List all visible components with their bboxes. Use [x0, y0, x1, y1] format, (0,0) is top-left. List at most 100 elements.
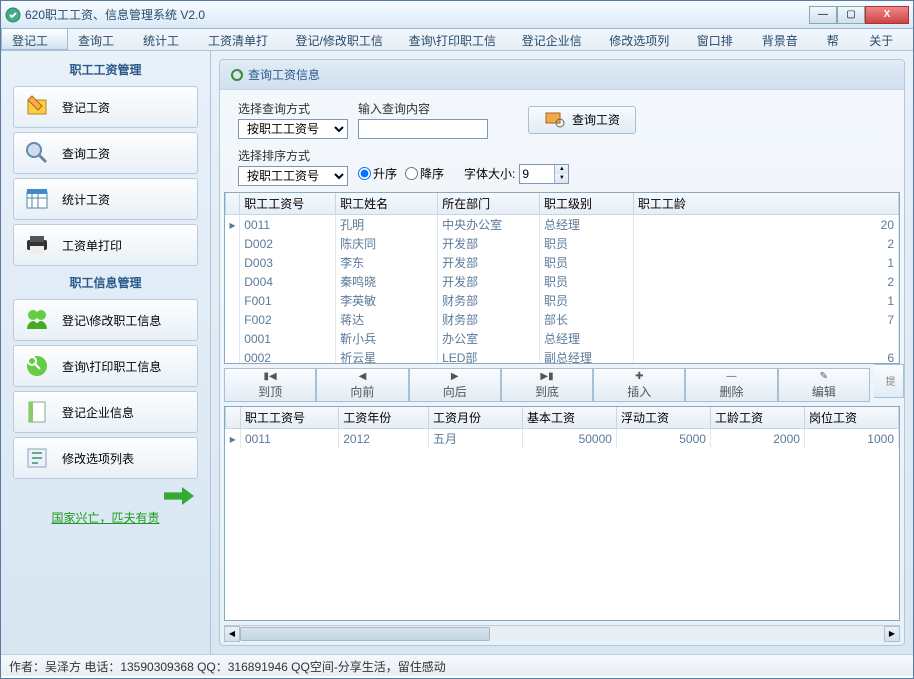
sidebar-btn-sb-group2-3[interactable]: 修改选项列表 [13, 437, 198, 479]
table-cell[interactable]: 0011 [240, 215, 336, 235]
table-cell[interactable]: 中央办公室 [438, 215, 540, 235]
table-cell[interactable]: 5000 [616, 429, 710, 449]
nav-btn-3[interactable]: ▶▮到底 [501, 368, 593, 402]
table-cell[interactable]: 孔明 [336, 215, 438, 235]
menu-11[interactable]: 关于我 [859, 29, 913, 50]
query-method-select[interactable]: 按职工工资号 [238, 119, 348, 139]
spin-down[interactable]: ▼ [554, 174, 568, 183]
table-cell[interactable]: LED部 [438, 348, 540, 364]
table-cell[interactable]: F002 [240, 310, 336, 329]
menu-0[interactable]: 登记工资 [1, 29, 68, 50]
sidebar-btn-sb-group1-0[interactable]: 登记工资 [13, 86, 198, 128]
table-cell[interactable]: 2 [633, 272, 898, 291]
table-cell[interactable]: 7 [633, 310, 898, 329]
table-cell[interactable]: 副总经理 [540, 348, 634, 364]
next-arrow-icon[interactable] [164, 487, 194, 505]
menu-6[interactable]: 登记企业信息 [512, 29, 600, 50]
menu-10[interactable]: 帮助 [817, 29, 860, 50]
sidebar-btn-sb-group2-1[interactable]: 查询\打印职工信息 [13, 345, 198, 387]
nav-btn-0[interactable]: ▮◀到顶 [224, 368, 316, 402]
table-cell[interactable]: 开发部 [438, 234, 540, 253]
table-cell[interactable]: 职员 [540, 291, 634, 310]
table-cell[interactable]: 1 [633, 253, 898, 272]
table-cell[interactable]: 祈云星 [336, 348, 438, 364]
maximize-button[interactable]: ▢ [837, 6, 865, 24]
table-cell[interactable]: 部长 [540, 310, 634, 329]
menu-7[interactable]: 修改选项列表 [599, 29, 687, 50]
horizontal-scrollbar[interactable]: ◀ ▶ [224, 625, 900, 641]
sidebar-btn-sb-group2-2[interactable]: 登记企业信息 [13, 391, 198, 433]
table-cell[interactable]: 2 [633, 234, 898, 253]
menu-3[interactable]: 工资清单打印 [198, 29, 286, 50]
sidebar-btn-sb-group1-1[interactable]: 查询工资 [13, 132, 198, 174]
col-header[interactable]: 浮动工资 [616, 407, 710, 429]
table-cell[interactable]: 财务部 [438, 310, 540, 329]
col-header[interactable]: 职工姓名 [336, 193, 438, 215]
sidebar-footer-text[interactable]: 国家兴亡，匹夫有责 [7, 505, 204, 530]
table-cell[interactable]: D004 [240, 272, 336, 291]
menu-8[interactable]: 窗口排列 [687, 29, 752, 50]
table-cell[interactable]: 职员 [540, 253, 634, 272]
minimize-button[interactable]: — [809, 6, 837, 24]
scroll-thumb[interactable] [240, 627, 490, 641]
table-cell[interactable]: 20 [633, 215, 898, 235]
font-size-input[interactable] [520, 165, 554, 183]
table-cell[interactable]: 靳小兵 [336, 329, 438, 348]
table-cell[interactable] [633, 329, 898, 348]
nav-btn-2[interactable]: ▶向后 [409, 368, 501, 402]
table-cell[interactable]: 蒋达 [336, 310, 438, 329]
col-header[interactable]: 职工工龄 [633, 193, 898, 215]
nav-extra-button[interactable]: 提 [874, 364, 904, 398]
table-cell[interactable]: F001 [240, 291, 336, 310]
table-cell[interactable]: 秦鸣晓 [336, 272, 438, 291]
font-size-spinner[interactable]: ▲▼ [519, 164, 569, 184]
table-cell[interactable]: 总经理 [540, 215, 634, 235]
sidebar-btn-sb-group2-0[interactable]: 登记\修改职工信息 [13, 299, 198, 341]
menu-1[interactable]: 查询工资 [68, 29, 133, 50]
menu-2[interactable]: 统计工资 [133, 29, 198, 50]
sidebar-btn-sb-group1-2[interactable]: 统计工资 [13, 178, 198, 220]
scroll-left-arrow[interactable]: ◀ [224, 626, 240, 642]
table-cell[interactable]: 办公室 [438, 329, 540, 348]
col-header[interactable]: 工资年份 [339, 407, 429, 429]
table-cell[interactable]: 1000 [804, 429, 898, 449]
table-cell[interactable]: 开发部 [438, 272, 540, 291]
nav-btn-1[interactable]: ◀向前 [316, 368, 408, 402]
col-header[interactable]: 工资月份 [428, 407, 522, 429]
table-cell[interactable]: 50000 [522, 429, 616, 449]
menu-9[interactable]: 背景音乐 [752, 29, 817, 50]
table-cell[interactable]: 2000 [710, 429, 804, 449]
col-header[interactable]: 所在部门 [438, 193, 540, 215]
table-cell[interactable]: 财务部 [438, 291, 540, 310]
table-cell[interactable]: 0001 [240, 329, 336, 348]
table-cell[interactable]: 开发部 [438, 253, 540, 272]
menu-5[interactable]: 查询\打印职工信息 [399, 29, 512, 50]
table-cell[interactable]: 职员 [540, 272, 634, 291]
table-cell[interactable]: 李英敏 [336, 291, 438, 310]
table-cell[interactable]: D003 [240, 253, 336, 272]
col-header[interactable]: 岗位工资 [804, 407, 898, 429]
table-cell[interactable]: 0011 [240, 429, 338, 449]
scroll-right-arrow[interactable]: ▶ [884, 626, 900, 642]
sidebar-btn-sb-group1-3[interactable]: 工资单打印 [13, 224, 198, 266]
table-cell[interactable]: 李东 [336, 253, 438, 272]
spin-up[interactable]: ▲ [554, 165, 568, 174]
close-button[interactable]: X [865, 6, 909, 24]
col-header[interactable]: 职工工资号 [240, 407, 338, 429]
table-cell[interactable]: D002 [240, 234, 336, 253]
table-cell[interactable]: 0002 [240, 348, 336, 364]
col-header[interactable]: 基本工资 [522, 407, 616, 429]
query-content-input[interactable] [358, 119, 488, 139]
table-cell[interactable]: 职员 [540, 234, 634, 253]
table-cell[interactable]: 6 [633, 348, 898, 364]
table-cell[interactable]: 2012 [339, 429, 429, 449]
query-button[interactable]: 查询工资 [528, 106, 636, 134]
radio-desc[interactable]: 降序 [405, 165, 444, 182]
table-cell[interactable]: 五月 [428, 429, 522, 449]
menu-4[interactable]: 登记/修改职工信息 [286, 29, 399, 50]
nav-btn-5[interactable]: —删除 [685, 368, 777, 402]
col-header[interactable]: 职工工资号 [240, 193, 336, 215]
col-header[interactable]: 工龄工资 [710, 407, 804, 429]
table-cell[interactable]: 1 [633, 291, 898, 310]
nav-btn-6[interactable]: ✎编辑 [778, 368, 870, 402]
